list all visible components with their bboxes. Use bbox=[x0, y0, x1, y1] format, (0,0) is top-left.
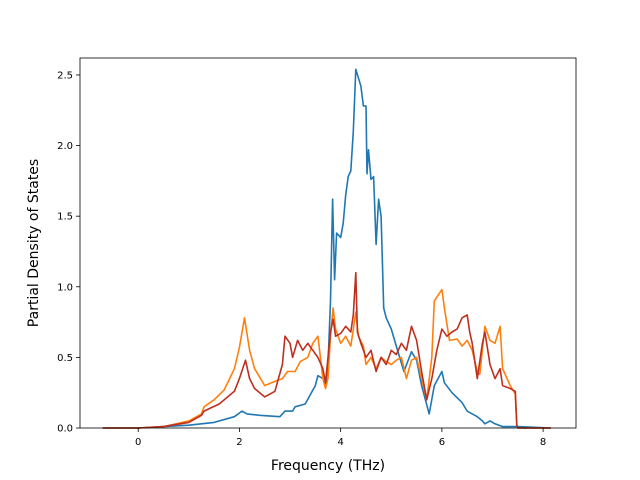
y-axis-title: Partial Density of States bbox=[26, 159, 42, 327]
plot-frame bbox=[79, 57, 577, 429]
x-tick-label: 2 bbox=[236, 437, 242, 448]
series-line-1 bbox=[102, 68, 551, 429]
x-axis-ticks: 0 2 4 6 8 bbox=[135, 428, 546, 448]
x-tick-label: 4 bbox=[337, 437, 343, 448]
series-line-3 bbox=[102, 271, 551, 429]
x-axis-title: Frequency (THz) bbox=[271, 458, 385, 474]
x-tick-label: 6 bbox=[439, 437, 445, 448]
y-tick-label: 0.5 bbox=[57, 353, 73, 364]
y-tick-label: 2.0 bbox=[57, 141, 73, 152]
y-tick-label: 2.5 bbox=[57, 70, 73, 81]
x-tick-label: 8 bbox=[540, 437, 546, 448]
series-layer bbox=[102, 68, 551, 429]
y-tick-label: 1.5 bbox=[57, 212, 73, 223]
y-axis-ticks: 0.0 0.5 1.0 1.5 2.0 2.5 bbox=[57, 70, 80, 435]
x-tick-label: 0 bbox=[135, 437, 141, 448]
y-tick-label: 0.0 bbox=[57, 424, 73, 435]
y-tick-label: 1.0 bbox=[57, 282, 73, 293]
